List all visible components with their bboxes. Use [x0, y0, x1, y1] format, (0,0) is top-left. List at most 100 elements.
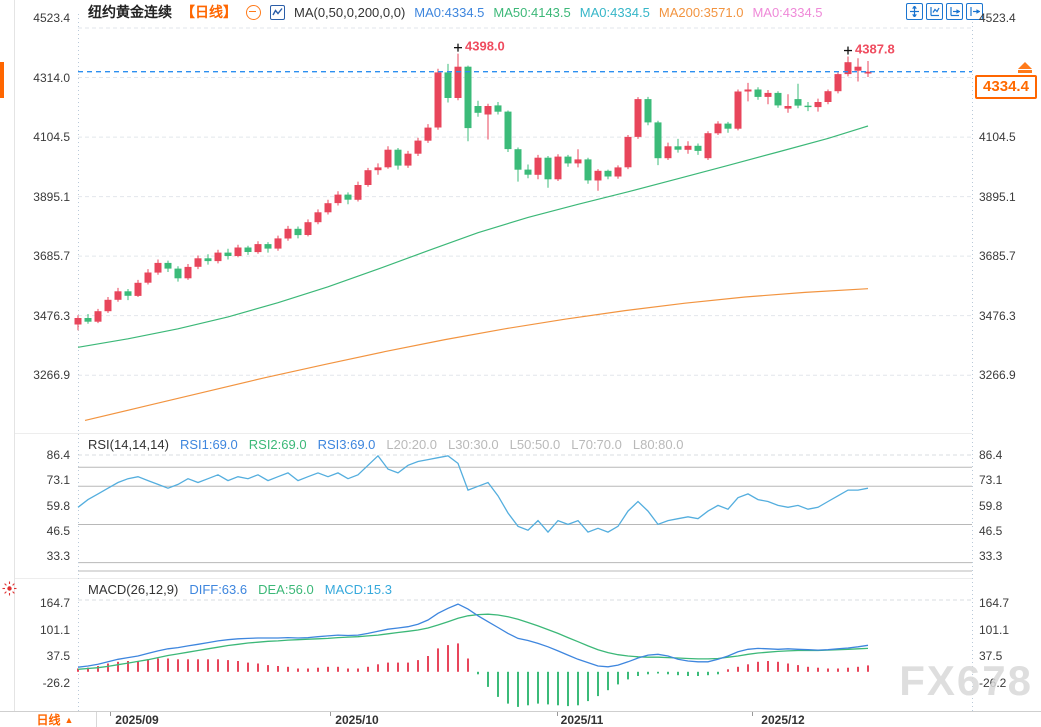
- price-axis-label: 3895.1: [979, 189, 1016, 204]
- candle: [764, 92, 772, 97]
- macd-axis-label: 164.7: [39, 596, 70, 610]
- candle: [834, 74, 842, 92]
- left-sidebar: [0, 0, 15, 712]
- ma-indicator-icon[interactable]: [270, 4, 285, 20]
- macd-dea-value: DEA:56.0: [258, 582, 314, 597]
- live-quote-icon[interactable]: [2, 581, 17, 596]
- candle: [634, 99, 642, 137]
- scroll-to-latest-button[interactable]: [1017, 62, 1033, 73]
- candle: [314, 212, 322, 223]
- candle: [84, 318, 92, 322]
- candle: [454, 66, 462, 98]
- period-selector-label: 日线: [36, 713, 61, 727]
- candle: [704, 133, 712, 159]
- candle: [414, 140, 422, 154]
- candle: [804, 105, 812, 108]
- price-axis-label: 3895.1: [33, 189, 70, 204]
- candle: [304, 222, 312, 235]
- candle: [124, 291, 132, 296]
- rsi-axis-label: 86.4: [46, 448, 70, 462]
- x-axis-date-label: 2025/12: [761, 713, 805, 727]
- time-axis-bar: 日线 ▲ 2025/09 2025/10 2025/11 2025/12: [0, 711, 1041, 727]
- x-axis-date-label: 2025/09: [115, 713, 159, 727]
- macd-header: MACD(26,12,9) DIFF:63.6 DEA:56.0 MACD:15…: [88, 582, 392, 597]
- candle: [534, 157, 542, 175]
- x-axis-date-label: 2025/10: [335, 713, 379, 727]
- rsi3-value: RSI3:69.0: [317, 437, 376, 452]
- candle: [204, 258, 212, 262]
- candle: [364, 170, 372, 185]
- candle: [424, 127, 432, 141]
- candle: [144, 272, 152, 283]
- rsi-level-50: L50:50.0: [509, 437, 561, 452]
- macd-axis-label: -26.2: [42, 675, 70, 690]
- macd-axis-label: 101.1: [39, 622, 70, 637]
- candle: [184, 266, 192, 279]
- x-axis-date-label: 2025/11: [560, 713, 604, 727]
- candle: [594, 170, 602, 181]
- current-price-tag: 4334.4: [975, 75, 1037, 99]
- candle: [784, 106, 792, 109]
- rsi1-value: RSI1:69.0: [179, 437, 238, 452]
- candle: [134, 282, 142, 296]
- candle: [524, 169, 532, 175]
- candle: [494, 105, 502, 112]
- candle: [654, 122, 662, 159]
- price-axis-label: 3685.7: [979, 249, 1016, 264]
- candle: [444, 72, 452, 98]
- candle: [404, 153, 412, 166]
- macd-name: MACD(26,12,9): [88, 582, 179, 597]
- reset-view-icon[interactable]: [966, 3, 983, 20]
- candle: [194, 258, 202, 267]
- period-selector[interactable]: 日线 ▲: [14, 712, 97, 727]
- candle: [614, 167, 622, 177]
- rsi-axis-label: 73.1: [46, 473, 70, 488]
- rsi-axis-label: 59.8: [979, 498, 1003, 513]
- y-axis-scale-icon[interactable]: [926, 3, 943, 20]
- candle: [644, 99, 652, 123]
- rsi-axis-label: 33.3: [979, 549, 1003, 564]
- candle: [604, 170, 612, 177]
- candle: [514, 149, 522, 170]
- ma-settings-label: MA(0,50,0,200,0,0): [294, 4, 406, 20]
- candle: [244, 247, 252, 252]
- price-axis-label: 4523.4: [33, 11, 70, 25]
- ma50-value: MA50:4143.5: [493, 4, 571, 20]
- chart-header: 纽约黄金连续 【日线】 MA(0,50,0,200,0,0) MA0:4334.…: [88, 3, 823, 21]
- candle: [164, 262, 172, 269]
- macd-axis-label: 101.1: [979, 622, 1010, 637]
- candle: [234, 247, 242, 256]
- rsi-level-80: L80:80.0: [632, 437, 684, 452]
- candle: [104, 299, 112, 312]
- candle: [684, 145, 692, 150]
- candle: [344, 194, 352, 200]
- candle: [294, 228, 302, 236]
- candle: [564, 156, 572, 164]
- candle: [574, 159, 582, 164]
- x-axis-tick: [557, 712, 558, 716]
- candle: [624, 136, 632, 168]
- chevron-up-icon: ▲: [64, 714, 74, 725]
- collapse-indicator-icon[interactable]: [246, 4, 261, 20]
- ma200-line: [84, 288, 869, 421]
- x-axis-scale-icon[interactable]: [946, 3, 963, 20]
- macd-diff-value: DIFF:63.6: [189, 582, 248, 597]
- candle: [484, 106, 492, 115]
- pan-tool-icon[interactable]: [906, 3, 923, 20]
- rsi-level-70: L70:70.0: [571, 437, 622, 452]
- rsi-line: [77, 454, 869, 534]
- candle: [774, 92, 782, 106]
- price-axis-label: 3476.3: [33, 308, 70, 323]
- candle: [174, 268, 182, 279]
- candle: [464, 66, 472, 129]
- rsi-axis-label: 33.3: [46, 549, 70, 564]
- macd-axis-label: 37.5: [46, 649, 70, 664]
- period-tag[interactable]: 【日线】: [181, 4, 237, 20]
- candle: [844, 62, 852, 75]
- rsi-axis-label: 86.4: [979, 448, 1003, 462]
- symbol-name: 纽约黄金连续: [88, 4, 172, 20]
- ma0-value-3: MA0:4334.5: [752, 4, 823, 20]
- x-axis-tick: [110, 712, 111, 716]
